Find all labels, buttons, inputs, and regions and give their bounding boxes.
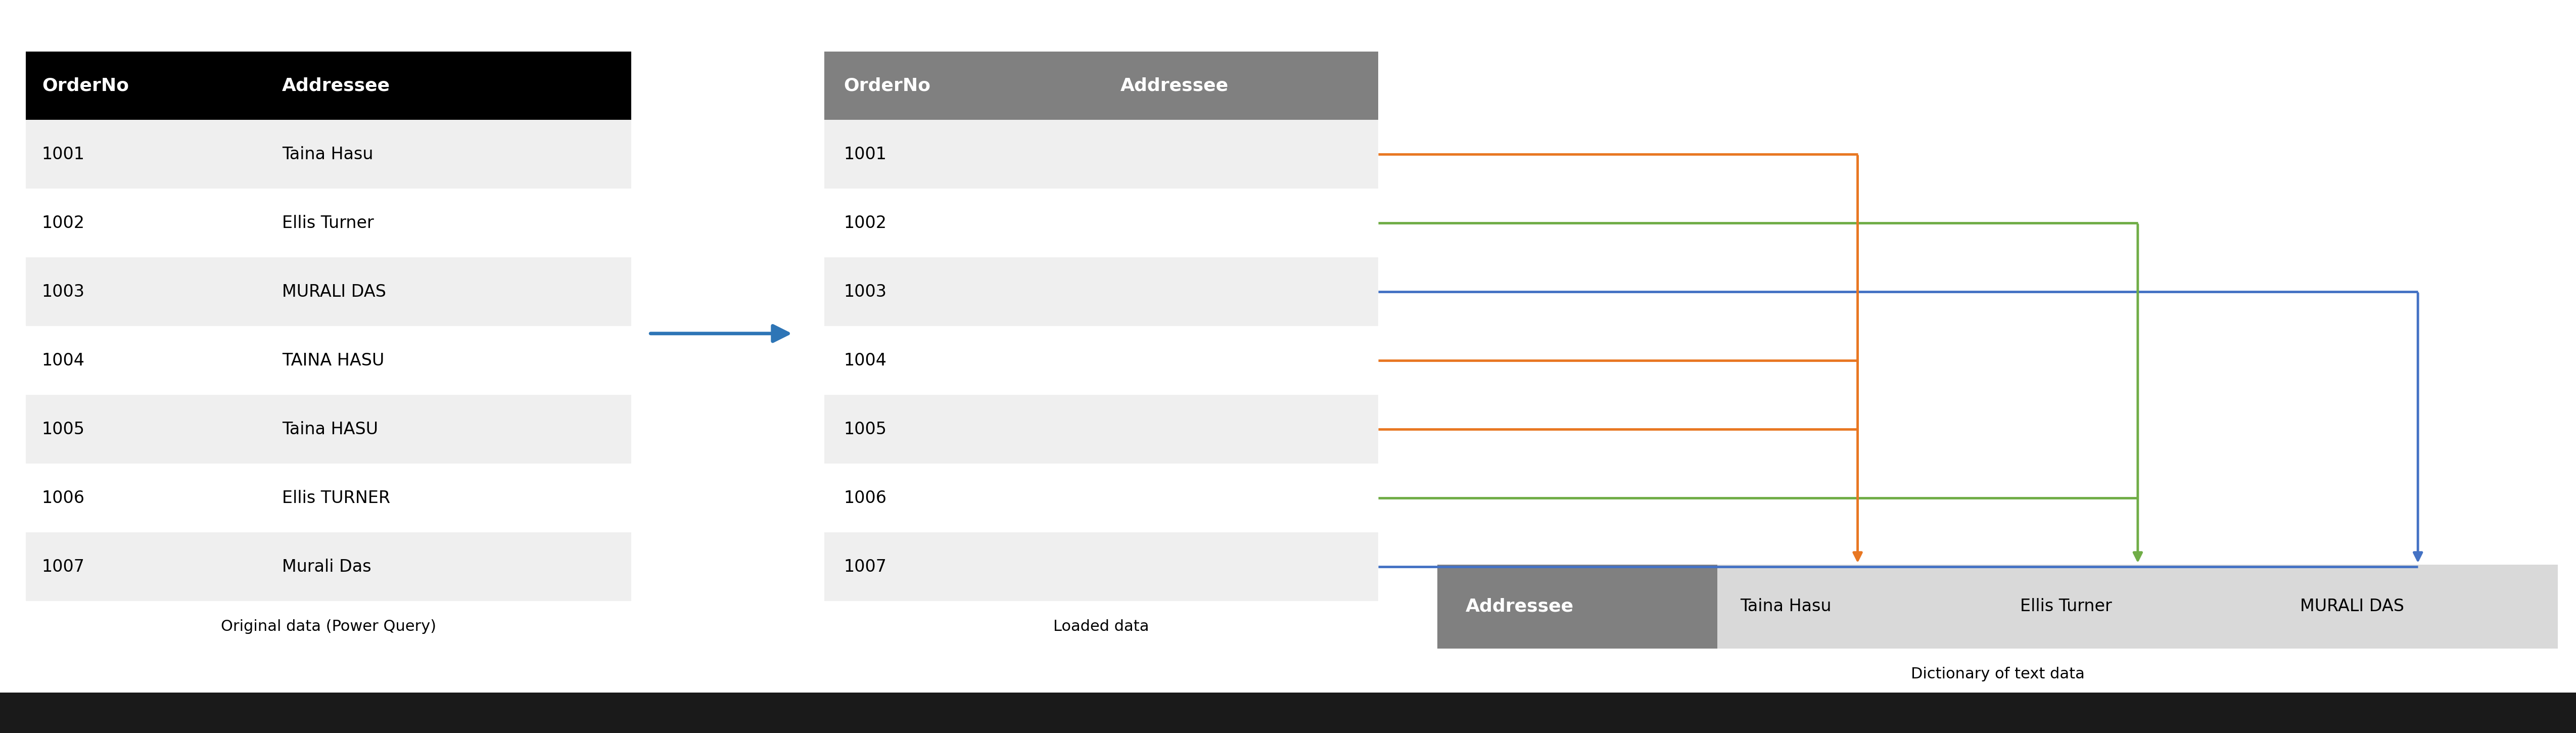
- Text: MURALI DAS: MURALI DAS: [2300, 598, 2403, 615]
- Bar: [1999, 564, 2277, 649]
- Text: 1004: 1004: [41, 352, 85, 369]
- Bar: [1103, 326, 1378, 395]
- Bar: [255, 464, 631, 532]
- Text: 1002: 1002: [41, 215, 85, 232]
- Text: 1005: 1005: [41, 421, 85, 438]
- Bar: [2277, 564, 2558, 649]
- Bar: [1437, 564, 1718, 649]
- Text: 1003: 1003: [41, 284, 85, 301]
- Text: Addressee: Addressee: [1121, 77, 1229, 95]
- Text: OrderNo: OrderNo: [41, 77, 129, 95]
- Bar: [1103, 464, 1378, 532]
- Bar: [824, 464, 1103, 532]
- Bar: [1103, 189, 1378, 257]
- Text: TAINA HASU: TAINA HASU: [281, 352, 384, 369]
- Bar: [824, 326, 1103, 395]
- Text: Ellis Turner: Ellis Turner: [281, 215, 374, 232]
- Text: Dictionary of text data: Dictionary of text data: [1911, 667, 2084, 682]
- Bar: [824, 532, 1103, 601]
- Text: Murali Das: Murali Das: [281, 559, 371, 575]
- Bar: [26, 51, 255, 120]
- Bar: [255, 120, 631, 189]
- Text: 1007: 1007: [845, 559, 886, 575]
- Bar: [824, 51, 1103, 120]
- Bar: [255, 257, 631, 326]
- Text: Addressee: Addressee: [1466, 598, 1574, 615]
- Bar: [255, 326, 631, 395]
- Bar: [26, 257, 255, 326]
- Text: 1002: 1002: [845, 215, 886, 232]
- Text: Taina Hasu: Taina Hasu: [281, 146, 374, 163]
- Text: 1003: 1003: [845, 284, 886, 301]
- Bar: [1103, 532, 1378, 601]
- Bar: [26, 395, 255, 464]
- Text: 1007: 1007: [41, 559, 85, 575]
- Bar: [255, 189, 631, 257]
- Bar: [1718, 564, 1999, 649]
- Bar: [1103, 257, 1378, 326]
- Text: MURALI DAS: MURALI DAS: [281, 284, 386, 301]
- Bar: [255, 532, 631, 601]
- Bar: [824, 189, 1103, 257]
- Text: Original data (Power Query): Original data (Power Query): [222, 619, 435, 634]
- Text: 1006: 1006: [41, 490, 85, 507]
- Text: Addressee: Addressee: [281, 77, 392, 95]
- Text: Taina HASU: Taina HASU: [281, 421, 379, 438]
- Bar: [26, 464, 255, 532]
- Bar: [824, 395, 1103, 464]
- Text: 1006: 1006: [845, 490, 886, 507]
- Bar: [824, 257, 1103, 326]
- Text: 1004: 1004: [845, 352, 886, 369]
- Bar: [0, 693, 2576, 733]
- Bar: [255, 51, 631, 120]
- Bar: [255, 395, 631, 464]
- Text: Ellis Turner: Ellis Turner: [2020, 598, 2112, 615]
- Text: OrderNo: OrderNo: [845, 77, 930, 95]
- Bar: [1103, 120, 1378, 189]
- Text: Taina Hasu: Taina Hasu: [1739, 598, 1832, 615]
- Text: Loaded data: Loaded data: [1054, 619, 1149, 634]
- Bar: [26, 532, 255, 601]
- Bar: [824, 120, 1103, 189]
- Text: 1001: 1001: [845, 146, 886, 163]
- Bar: [26, 326, 255, 395]
- Bar: [1103, 395, 1378, 464]
- Bar: [26, 120, 255, 189]
- Bar: [26, 189, 255, 257]
- Text: 1005: 1005: [845, 421, 886, 438]
- Text: 1001: 1001: [41, 146, 85, 163]
- Bar: [1103, 51, 1378, 120]
- Text: Ellis TURNER: Ellis TURNER: [281, 490, 392, 507]
